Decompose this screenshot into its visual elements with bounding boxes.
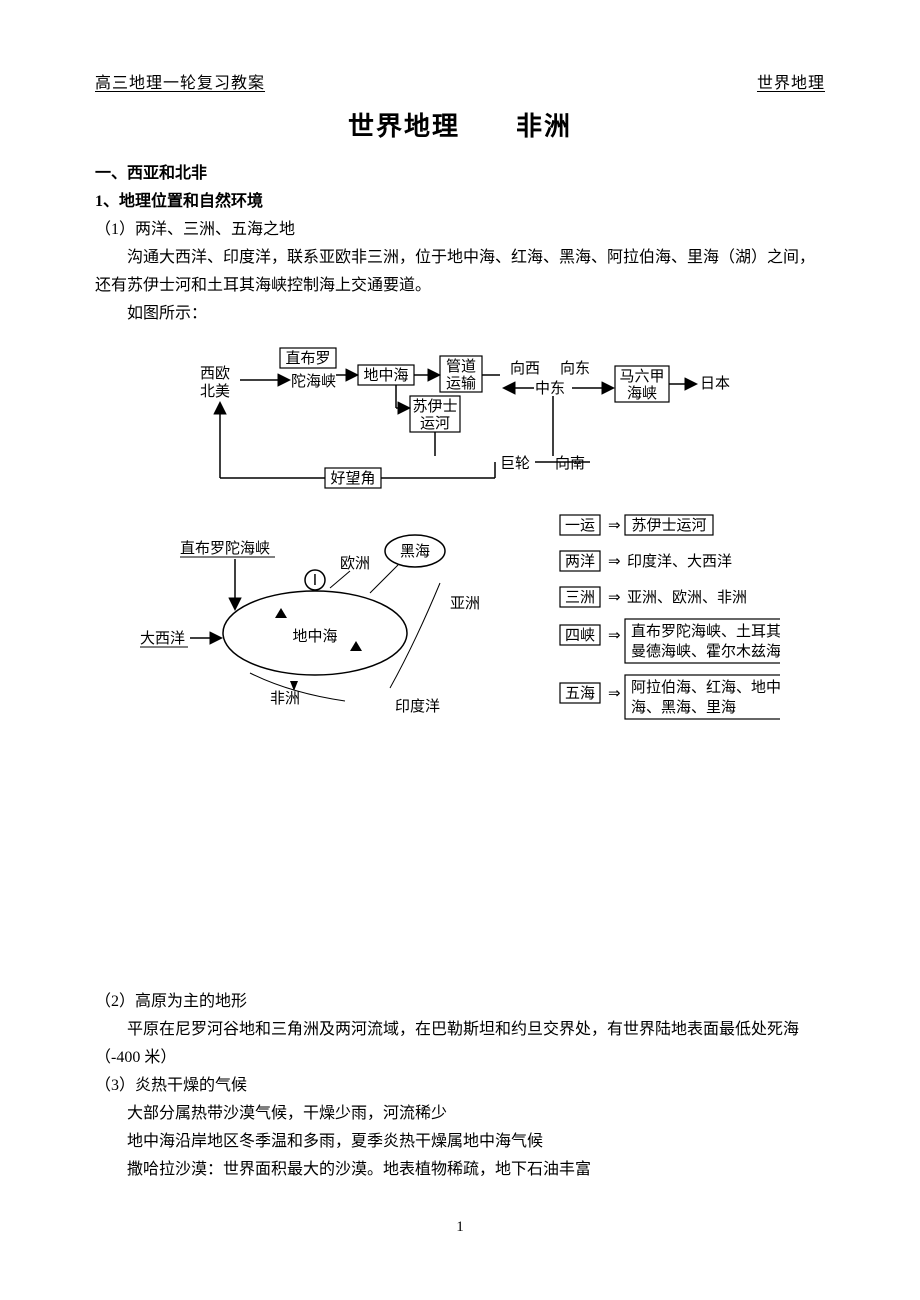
- diagram-container: 西欧 北美 直布罗 陀海峡 地中海 管道 运输 苏伊士 运河 向西 向东 中东 …: [95, 338, 825, 808]
- svg-text:向东: 向东: [560, 360, 590, 377]
- svg-text:印度洋、大西洋: 印度洋、大西洋: [627, 553, 732, 570]
- svg-text:亚洲、欧洲、非洲: 亚洲、欧洲、非洲: [627, 589, 747, 606]
- svg-text:中东: 中东: [535, 380, 565, 397]
- svg-text:黑海: 黑海: [400, 543, 430, 560]
- section-2-p5: 地中海沿岸地区冬季温和多雨，夏季炎热干燥属地中海气候: [95, 1128, 825, 1156]
- svg-text:印度洋: 印度洋: [395, 698, 440, 715]
- svg-text:三洲: 三洲: [565, 590, 595, 606]
- svg-text:直布罗陀海峡: 直布罗陀海峡: [180, 540, 270, 557]
- svg-text:向南: 向南: [555, 455, 585, 472]
- svg-text:日本: 日本: [700, 375, 730, 392]
- svg-text:⇒: ⇒: [608, 686, 621, 702]
- page-header: 高三地理一轮复习教案 世界地理: [95, 70, 825, 98]
- header-left: 高三地理一轮复习教案: [95, 70, 265, 98]
- header-right: 世界地理: [757, 70, 825, 98]
- svg-text:巨轮: 巨轮: [500, 455, 530, 472]
- svg-text:⇒: ⇒: [608, 554, 621, 570]
- svg-text:四峡: 四峡: [565, 627, 595, 644]
- svg-text:苏伊士运河: 苏伊士运河: [631, 517, 706, 534]
- section-2-p2: 平原在尼罗河谷地和三角洲及两河流域，在巴勒斯坦和约旦交界处，有世界陆地表面最低处…: [95, 1016, 825, 1072]
- svg-text:大西洋: 大西洋: [140, 630, 185, 647]
- svg-text:五海: 五海: [565, 685, 595, 702]
- svg-text:⇒: ⇒: [608, 590, 621, 606]
- svg-text:管道: 管道: [446, 358, 476, 375]
- section-1-p3: 如图所示：: [95, 300, 825, 328]
- svg-text:曼德海峡、霍尔木兹海峡: 曼德海峡、霍尔木兹海峡: [631, 642, 780, 660]
- page-number: 1: [95, 1214, 825, 1240]
- svg-text:两洋: 两洋: [565, 553, 595, 570]
- svg-text:西欧: 西欧: [200, 365, 230, 382]
- svg-text:陀海峡: 陀海峡: [291, 373, 336, 390]
- svg-text:地中海: 地中海: [363, 367, 408, 384]
- svg-text:运河: 运河: [420, 415, 450, 432]
- svg-text:地中海: 地中海: [292, 628, 337, 645]
- section-2-p6: 撒哈拉沙漠：世界面积最大的沙漠。地表植物稀疏，地下石油丰富: [95, 1156, 825, 1184]
- svg-text:一运: 一运: [565, 517, 595, 534]
- diagram-svg: 西欧 北美 直布罗 陀海峡 地中海 管道 运输 苏伊士 运河 向西 向东 中东 …: [140, 338, 780, 808]
- svg-text:欧洲: 欧洲: [340, 555, 370, 572]
- svg-text:运输: 运输: [446, 375, 476, 392]
- section-2-p1: （2）高原为主的地形: [95, 988, 825, 1016]
- svg-text:直布罗: 直布罗: [285, 350, 330, 367]
- svg-text:亚洲: 亚洲: [450, 596, 480, 612]
- section-1-p2: 沟通大西洋、印度洋，联系亚欧非三洲，位于地中海、红海、黑海、阿拉伯海、里海（湖）…: [95, 244, 825, 300]
- svg-text:好望角: 好望角: [330, 470, 375, 487]
- svg-text:⇒: ⇒: [608, 518, 621, 534]
- svg-text:苏伊士: 苏伊士: [412, 398, 457, 415]
- section-1-heading: 一、西亚和北非: [95, 160, 825, 188]
- section-2-p3: （3）炎热干燥的气候: [95, 1072, 825, 1100]
- section-1-subheading: 1、地理位置和自然环境: [95, 188, 825, 216]
- section-2-p4: 大部分属热带沙漠气候，干燥少雨，河流稀少: [95, 1100, 825, 1128]
- svg-text:⇒: ⇒: [608, 628, 621, 644]
- svg-text:非洲: 非洲: [270, 690, 300, 707]
- svg-text:直布罗陀海峡、土耳其海峡、: 直布罗陀海峡、土耳其海峡、: [631, 623, 780, 640]
- svg-text:海、黑海、里海: 海、黑海、里海: [631, 699, 736, 716]
- page-title: 世界地理 非洲: [95, 104, 825, 150]
- svg-text:马六甲: 马六甲: [619, 368, 664, 385]
- svg-text:海峡: 海峡: [627, 385, 657, 402]
- svg-text:阿拉伯海、红海、地中: 阿拉伯海、红海、地中: [631, 679, 780, 696]
- svg-text:北美: 北美: [200, 383, 230, 400]
- svg-text:向西: 向西: [510, 360, 540, 377]
- section-1-p1: （1）两洋、三洲、五海之地: [95, 216, 825, 244]
- svg-text:Ⅰ: Ⅰ: [313, 573, 317, 589]
